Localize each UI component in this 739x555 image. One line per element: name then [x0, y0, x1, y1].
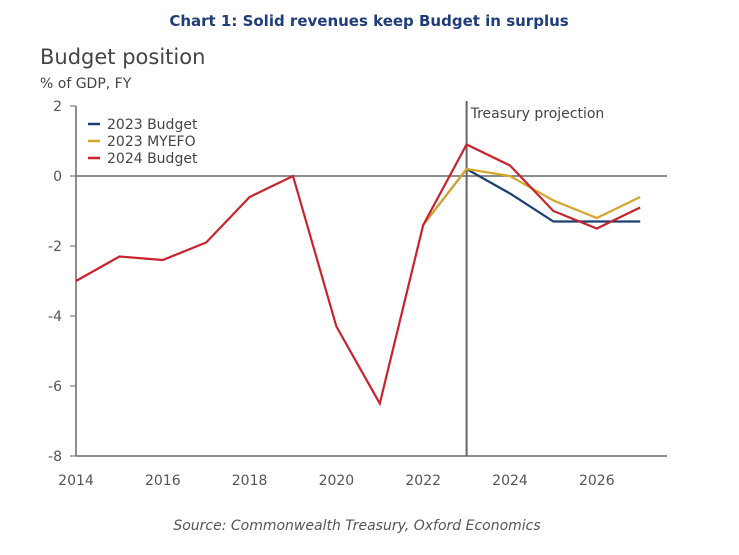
series-line: [422, 167, 641, 226]
y-tick-label: -8: [48, 449, 62, 465]
x-tick-label: 2016: [145, 473, 181, 489]
y-axis-label: % of GDP, FY: [40, 76, 132, 92]
y-tick-label: 0: [53, 169, 62, 185]
legend-label: 2024 Budget: [107, 151, 198, 167]
legend-label: 2023 Budget: [107, 117, 198, 133]
x-tick-label: 2020: [319, 473, 355, 489]
x-tick-label: 2014: [58, 473, 94, 489]
y-tick-label: -6: [48, 379, 62, 395]
x-tick-label: 2022: [405, 473, 441, 489]
y-tick-label: -2: [48, 239, 62, 255]
projection-annotation: Treasury projection: [470, 106, 605, 122]
y-tick-label: 2: [53, 99, 62, 115]
y-tick-label: -4: [48, 309, 62, 325]
x-tick-label: 2024: [492, 473, 528, 489]
source-note: Source: Commonwealth Treasury, Oxford Ec…: [173, 518, 540, 534]
chart-subtitle: Budget position: [40, 45, 205, 69]
series-line: [75, 143, 641, 407]
chart-title: Chart 1: Solid revenues keep Budget in s…: [169, 12, 568, 30]
x-tick-label: 2018: [232, 473, 268, 489]
series-line: [422, 167, 641, 226]
legend-label: 2023 MYEFO: [107, 134, 196, 150]
x-tick-label: 2026: [579, 473, 615, 489]
